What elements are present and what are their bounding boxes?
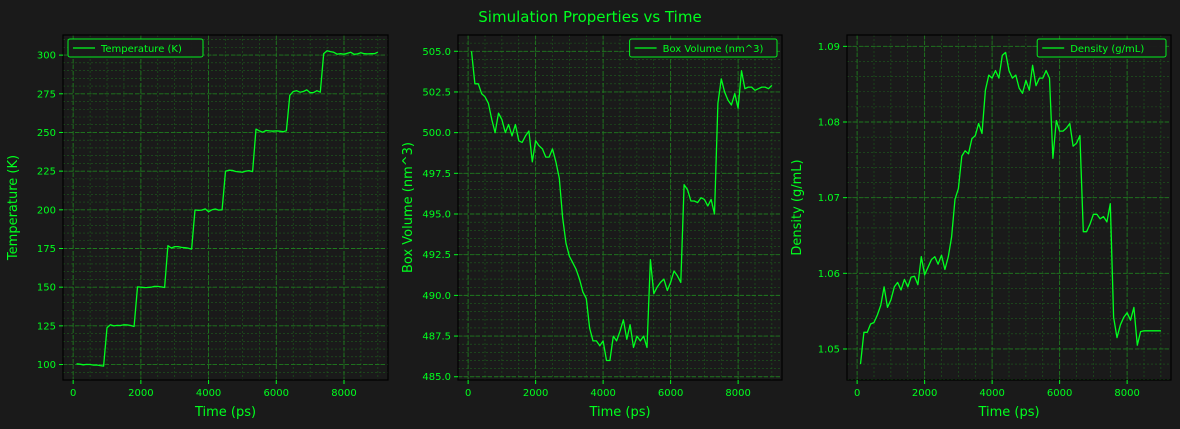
y-tick-label: 125 <box>37 321 56 332</box>
legend-label: Temperature (K) <box>100 44 182 55</box>
y-tick-label: 487.5 <box>422 332 451 343</box>
x-tick-label: 0 <box>465 388 471 399</box>
legend-label: Box Volume (nm^3) <box>663 44 764 55</box>
x-tick-label: 0 <box>70 388 76 399</box>
y-tick-label: 502.5 <box>422 87 451 98</box>
x-tick-label: 6000 <box>1047 388 1072 399</box>
y-tick-label: 1.08 <box>818 118 840 129</box>
y-tick-label: 300 <box>37 51 56 62</box>
y-axis-label: Density (g/mL) <box>790 159 805 255</box>
y-tick-label: 495.0 <box>422 210 451 221</box>
x-axis-label: Time (ps) <box>977 405 1039 420</box>
axes-frame <box>62 34 389 381</box>
y-tick-label: 150 <box>37 283 56 294</box>
x-tick-label: 6000 <box>264 388 289 399</box>
y-tick-label: 1.05 <box>818 344 840 355</box>
y-tick-label: 490.0 <box>422 291 451 302</box>
subplot-3: 0 2000 4000 6000 8000 1.05 1.06 1.07 1.08 1.09 Tim… <box>790 34 1172 420</box>
figure-title: Simulation Properties vs Time <box>478 8 701 26</box>
y-tick-label: 505.0 <box>422 47 451 58</box>
legend-label: Density (g/mL) <box>1070 44 1144 55</box>
x-tick-label: 4000 <box>590 388 615 399</box>
legend: Density (g/mL) <box>1036 38 1167 58</box>
series-line <box>859 51 1161 365</box>
y-tick-label: 200 <box>37 205 56 216</box>
x-tick-label: 2000 <box>912 388 937 399</box>
x-tick-label: 4000 <box>196 388 221 399</box>
series-line <box>76 50 379 367</box>
y-axis-label: Box Volume (nm^3) <box>401 142 416 273</box>
series-line <box>470 51 773 362</box>
legend-box <box>629 38 778 58</box>
y-tick-label: 1.07 <box>818 193 840 204</box>
x-tick-label: 6000 <box>658 388 683 399</box>
y-tick-label: 1.06 <box>818 269 840 280</box>
x-tick-label: 0 <box>854 388 860 399</box>
y-tick-label: 250 <box>37 128 56 139</box>
x-tick-label: 8000 <box>1114 388 1139 399</box>
legend-box <box>67 38 204 58</box>
y-tick-label: 100 <box>37 360 56 371</box>
subplot-1: 0 2000 4000 6000 8000 100 125 150 175 200 225 250 27… <box>6 34 389 420</box>
axes-frame <box>846 34 1172 381</box>
y-tick-label: 1.09 <box>818 42 840 53</box>
y-tick-label: 225 <box>37 167 56 178</box>
x-tick-label: 4000 <box>979 388 1004 399</box>
legend: Temperature (K) <box>67 38 204 58</box>
axes-frame <box>457 34 783 381</box>
legend: Box Volume (nm^3) <box>629 38 778 58</box>
y-tick-label: 175 <box>37 244 56 255</box>
x-axis-label: Time (ps) <box>194 405 256 420</box>
x-tick-label: 8000 <box>725 388 750 399</box>
y-tick-label: 497.5 <box>422 169 451 180</box>
y-tick-label: 492.5 <box>422 250 451 261</box>
y-tick-label: 485.0 <box>422 372 451 383</box>
y-tick-label: 500.0 <box>422 128 451 139</box>
subplot-2: 0 2000 4000 6000 8000 485.0 487.5 490.0 492.5 495… <box>401 34 783 420</box>
x-axis-label: Time (ps) <box>588 405 650 420</box>
x-tick-label: 2000 <box>523 388 548 399</box>
x-tick-label: 2000 <box>128 388 153 399</box>
x-tick-label: 8000 <box>331 388 356 399</box>
legend-box <box>1036 38 1167 58</box>
y-tick-label: 275 <box>37 89 56 100</box>
y-axis-label: Temperature (K) <box>6 155 21 261</box>
